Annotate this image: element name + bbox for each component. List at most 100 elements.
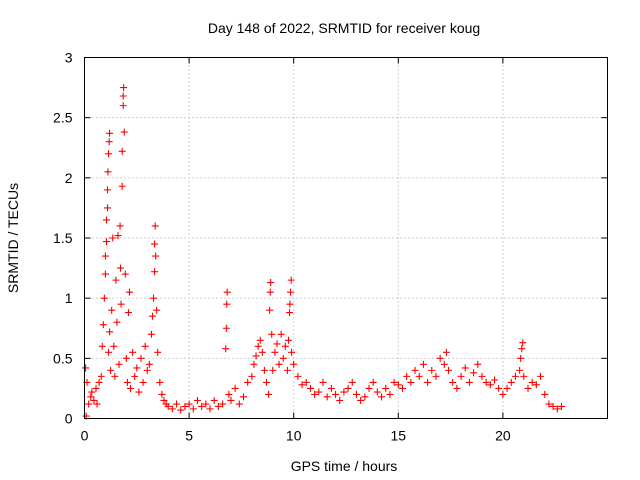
data-point — [122, 354, 130, 362]
data-point — [503, 384, 511, 392]
data-point — [442, 348, 450, 356]
data-point — [288, 348, 296, 356]
data-point — [511, 372, 519, 380]
y-tick-label: 0 — [65, 411, 73, 427]
data-point — [225, 390, 233, 398]
plot-frame — [84, 57, 608, 419]
data-point — [486, 381, 494, 389]
data-point — [110, 342, 118, 350]
data-point — [267, 279, 275, 287]
chart-title: Day 148 of 2022, SRMTID for receiver kou… — [208, 20, 480, 36]
data-point — [104, 186, 112, 194]
data-point — [284, 336, 292, 344]
data-point — [453, 384, 461, 392]
data-point — [268, 330, 276, 338]
data-point — [250, 360, 258, 368]
data-point — [306, 384, 314, 392]
data-point — [495, 384, 503, 392]
data-point — [283, 366, 291, 374]
data-point — [290, 360, 298, 368]
data-point — [113, 318, 121, 326]
x-tick-label: 5 — [185, 428, 193, 444]
data-point — [127, 384, 135, 392]
data-point — [235, 400, 243, 408]
data-point — [227, 396, 235, 404]
data-point — [340, 388, 348, 396]
data-point — [474, 360, 482, 368]
data-point — [223, 300, 231, 308]
data-point — [214, 402, 222, 410]
data-point — [365, 384, 373, 392]
data-point — [491, 376, 499, 384]
data-point — [222, 324, 230, 332]
data-point — [129, 348, 137, 356]
data-point — [269, 366, 277, 374]
data-point — [266, 306, 274, 314]
data-point — [105, 150, 113, 158]
data-point — [231, 384, 239, 392]
data-point — [449, 378, 457, 386]
data-point — [105, 348, 113, 356]
data-point — [361, 393, 369, 401]
data-point — [407, 378, 415, 386]
data-point — [153, 306, 161, 314]
data-point — [390, 378, 398, 386]
data-point — [403, 372, 411, 380]
data-point — [151, 268, 159, 276]
y-tick-label: 1 — [65, 290, 73, 306]
data-point — [82, 364, 90, 372]
data-point — [124, 309, 132, 317]
data-point — [131, 372, 139, 380]
data-point — [123, 378, 131, 386]
x-axis-label: GPS time / hours — [291, 458, 398, 474]
data-point — [411, 366, 419, 374]
data-point — [287, 288, 295, 296]
data-point — [281, 342, 289, 350]
data-point — [116, 264, 124, 272]
data-point — [92, 384, 100, 392]
data-point — [323, 393, 331, 401]
data-point — [223, 288, 231, 296]
data-point — [111, 372, 119, 380]
data-point — [108, 306, 116, 314]
data-point — [516, 366, 524, 374]
y-tick-label: 2 — [65, 170, 73, 186]
data-point — [141, 342, 149, 350]
data-point — [415, 372, 423, 380]
data-point — [378, 393, 386, 401]
data-point — [202, 400, 210, 408]
data-point — [294, 372, 302, 380]
data-point — [319, 378, 327, 386]
data-point — [120, 84, 128, 92]
data-point — [101, 270, 109, 278]
data-point — [152, 252, 160, 260]
data-point — [537, 372, 545, 380]
data-point — [121, 270, 129, 278]
data-point — [150, 294, 158, 302]
data-point — [298, 381, 306, 389]
data-point — [507, 378, 515, 386]
data-point — [119, 92, 127, 100]
data-point — [470, 369, 478, 377]
data-point — [252, 352, 260, 360]
data-point — [117, 300, 125, 308]
data-point — [424, 378, 432, 386]
data-point — [520, 372, 528, 380]
data-point — [287, 276, 295, 284]
data-point — [266, 288, 274, 296]
data-point — [87, 393, 95, 401]
data-point — [95, 378, 103, 386]
data-point — [428, 366, 436, 374]
data-point — [222, 345, 230, 353]
data-point — [97, 372, 105, 380]
data-point — [260, 366, 268, 374]
data-point — [173, 400, 181, 408]
x-tick-label: 10 — [286, 428, 302, 444]
data-point — [254, 342, 262, 350]
data-point — [210, 396, 218, 404]
data-point — [327, 384, 335, 392]
y-axis-label: SRMTID / TECUs — [5, 183, 21, 293]
data-point — [394, 381, 402, 389]
data-point — [369, 378, 377, 386]
